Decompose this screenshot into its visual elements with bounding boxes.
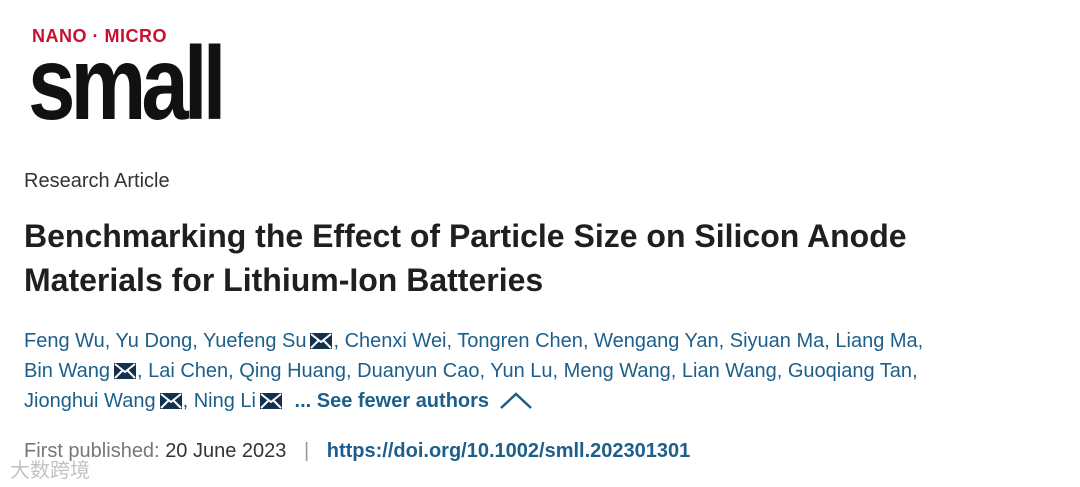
author-name[interactable]: Wengang Yan bbox=[594, 330, 719, 352]
author-name[interactable]: Tongren Chen bbox=[457, 330, 583, 352]
journal-logo[interactable]: NANO · MICRO small bbox=[28, 26, 264, 142]
author-name[interactable]: Lian Wang bbox=[681, 360, 777, 382]
author: Siyuan Ma, bbox=[730, 330, 830, 352]
separator: , bbox=[104, 330, 111, 352]
author-name[interactable]: Bin Wang bbox=[24, 360, 110, 382]
author: Ning Li bbox=[194, 390, 283, 412]
author-name[interactable]: Qing Huang bbox=[239, 360, 347, 382]
article-title: Benchmarking the Effect of Particle Size… bbox=[24, 218, 907, 298]
author: Jionghui Wang, bbox=[24, 390, 188, 412]
separator: , bbox=[912, 360, 918, 382]
author: Liang Ma, bbox=[835, 330, 923, 352]
author-name[interactable]: Jionghui Wang bbox=[24, 390, 156, 412]
separator: , bbox=[552, 360, 559, 382]
author: Yun Lu, bbox=[490, 360, 558, 382]
author-name[interactable]: Ning Li bbox=[193, 390, 256, 412]
separator: , bbox=[824, 330, 830, 352]
author-name[interactable]: Yun Lu bbox=[490, 360, 553, 382]
separator: , bbox=[917, 330, 924, 352]
article-type: Research Article bbox=[24, 170, 170, 192]
divider: | bbox=[303, 440, 310, 462]
author: Lian Wang, bbox=[682, 360, 782, 382]
author-name[interactable]: Chenxi Wei bbox=[344, 330, 447, 352]
separator: , bbox=[182, 390, 189, 412]
author: Guoqiang Tan, bbox=[788, 360, 918, 382]
author: Feng Wu, bbox=[24, 330, 110, 352]
author: Chenxi Wei, bbox=[345, 330, 452, 352]
email-icon[interactable] bbox=[159, 392, 183, 410]
published-date: 20 June 2023 bbox=[165, 440, 287, 462]
author: Lai Chen, bbox=[148, 360, 234, 382]
author-name[interactable]: Siyuan Ma bbox=[729, 330, 825, 352]
email-icon[interactable] bbox=[259, 392, 283, 410]
separator: , bbox=[479, 360, 486, 382]
author: Duanyun Cao, bbox=[357, 360, 485, 382]
doi-link[interactable]: https://doi.org/10.1002/smll.202301301 bbox=[326, 440, 691, 462]
author-name[interactable]: Lai Chen bbox=[148, 360, 229, 382]
author: Wengang Yan, bbox=[594, 330, 724, 352]
email-icon[interactable] bbox=[309, 332, 333, 350]
logo-top: NANO · MICRO bbox=[32, 26, 167, 46]
author-name[interactable]: Yuefeng Su bbox=[203, 330, 307, 352]
logo-main: small bbox=[28, 26, 226, 142]
author: Yu Dong, bbox=[116, 330, 198, 352]
author: Meng Wang, bbox=[564, 360, 677, 382]
author: Tongren Chen, bbox=[457, 330, 588, 352]
separator: , bbox=[346, 360, 352, 382]
published-label: First published: bbox=[24, 440, 160, 462]
email-icon[interactable] bbox=[113, 362, 137, 380]
authors-toggle[interactable]: ... See fewer authors bbox=[294, 390, 490, 412]
separator: , bbox=[582, 330, 589, 352]
separator: , bbox=[670, 360, 677, 382]
author-name[interactable]: Guoqiang Tan bbox=[787, 360, 913, 382]
separator: , bbox=[776, 360, 783, 382]
author-list: Feng Wu, Yu Dong, Yuefeng Su, Chenxi Wei… bbox=[24, 326, 999, 416]
author-name[interactable]: Yu Dong bbox=[115, 330, 193, 352]
author-name[interactable]: Meng Wang bbox=[563, 360, 671, 382]
separator: , bbox=[446, 330, 453, 352]
collapse-chevron[interactable] bbox=[499, 390, 533, 410]
author-name[interactable]: Liang Ma bbox=[835, 330, 918, 352]
author-name[interactable]: Feng Wu bbox=[24, 330, 105, 352]
author: Yuefeng Su, bbox=[203, 330, 339, 352]
separator: , bbox=[333, 330, 340, 352]
author: Qing Huang, bbox=[239, 360, 351, 382]
author: Bin Wang, bbox=[24, 360, 143, 382]
separator: , bbox=[192, 330, 198, 352]
separator: , bbox=[718, 330, 725, 352]
publication-info: First published: 20 June 2023 | https://… bbox=[24, 440, 690, 463]
separator: , bbox=[228, 360, 234, 382]
author-name[interactable]: Duanyun Cao bbox=[357, 360, 480, 382]
watermark: 大数跨境 bbox=[10, 458, 90, 482]
separator: , bbox=[136, 360, 143, 382]
